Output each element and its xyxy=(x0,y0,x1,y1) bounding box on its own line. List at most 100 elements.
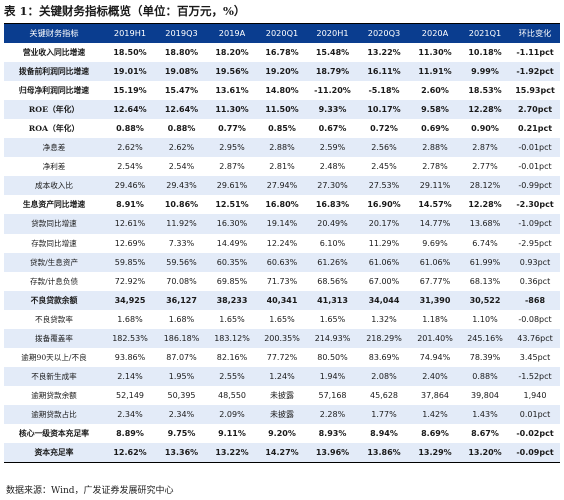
row-label: 存款/计息负债 xyxy=(4,271,104,291)
table-cell: 0.93pct xyxy=(510,252,560,272)
table-cell: 38,233 xyxy=(207,290,257,310)
row-label: 不良贷款余额 xyxy=(4,290,104,310)
table-cell: 12.28% xyxy=(460,195,510,215)
table-cell: 16.80% xyxy=(257,195,307,215)
table-cell: 68.56% xyxy=(307,271,358,291)
table-cell: 13.86% xyxy=(358,443,410,464)
table-cell: 72.92% xyxy=(104,271,156,291)
table-cell: 78.39% xyxy=(460,347,510,367)
table-cell: 14.49% xyxy=(207,233,257,253)
table-cell: 2.60% xyxy=(410,81,460,101)
table-cell: -2.95pct xyxy=(510,233,560,253)
table-cell: 16.78% xyxy=(257,43,307,63)
table-cell: 0.90% xyxy=(460,119,510,139)
table-row: 资本充足率 12.62% 13.36% 13.22% 14.27% 13.96% 13.86… xyxy=(4,443,560,464)
table-cell: 19.56% xyxy=(207,62,257,82)
table-cell: 11.30% xyxy=(207,100,257,120)
table-cell: 0.72% xyxy=(358,119,410,139)
table-cell: 1.42% xyxy=(410,404,460,424)
table-cell: 9.33% xyxy=(307,100,358,120)
table-cell: 1.18% xyxy=(410,309,460,329)
column-header: 环比变化 xyxy=(510,24,560,44)
table-cell: 27.30% xyxy=(307,176,358,196)
table-cell: 245.16% xyxy=(460,328,510,348)
table-cell: 8.89% xyxy=(104,423,156,444)
table-cell: -1.09pct xyxy=(510,214,560,234)
table-cell: 10.17% xyxy=(358,100,410,120)
table-row: 贷款同比增速 12.61% 11.92% 16.30% 19.14% 20.49% 20.1… xyxy=(4,214,560,234)
table-row: 生息资产同比增速 8.91% 10.86% 12.51% 16.80% 16.83% 16.… xyxy=(4,195,560,215)
table-cell: 182.53% xyxy=(104,328,156,348)
table-cell: 67.00% xyxy=(358,271,410,291)
table-cell: 61.99% xyxy=(460,252,510,272)
table-cell: 70.08% xyxy=(156,271,207,291)
table-cell: 11.29% xyxy=(358,233,410,253)
table-cell: 34,925 xyxy=(104,290,156,310)
table-cell: 13.20% xyxy=(460,443,510,464)
row-label: 存款同比增速 xyxy=(4,233,104,253)
table-cell: 2.87% xyxy=(460,138,510,158)
table-cell: 2.81% xyxy=(257,157,307,177)
table-cell: 60.63% xyxy=(257,252,307,272)
column-header: 2019A xyxy=(207,24,257,44)
table-cell: 18.50% xyxy=(104,43,156,63)
table-cell: 1.65% xyxy=(307,309,358,329)
table-cell: 2.48% xyxy=(307,157,358,177)
table-cell: 2.95% xyxy=(207,138,257,158)
table-cell: 200.35% xyxy=(257,328,307,348)
table-cell: 50,395 xyxy=(156,385,207,405)
table-cell: 0.88% xyxy=(156,119,207,139)
table-cell: 1.68% xyxy=(104,309,156,329)
table-cell: 0.67% xyxy=(307,119,358,139)
table-cell: -1.52pct xyxy=(510,366,560,386)
table-cell: -0.99pct xyxy=(510,176,560,196)
table-cell: 0.21pct xyxy=(510,119,560,139)
table-cell: 8.94% xyxy=(358,423,410,444)
table-cell: 16.83% xyxy=(307,195,358,215)
table-cell: -0.01pct xyxy=(510,138,560,158)
table-cell: 8.69% xyxy=(410,423,460,444)
table-cell: -0.02pct xyxy=(510,423,560,444)
table-cell: 59.56% xyxy=(156,252,207,272)
table-cell: 15.48% xyxy=(307,43,358,63)
table-cell: 13.36% xyxy=(156,443,207,464)
table-row: 存款/计息负债 72.92% 70.08% 69.85% 71.73% 68.56% 67.… xyxy=(4,271,560,291)
row-label: 资本充足率 xyxy=(4,443,104,464)
table-cell: 2.87% xyxy=(207,157,257,177)
table-cell: 77.72% xyxy=(257,347,307,367)
table-row: 拨备前利润同比增速 19.01% 19.08% 19.56% 19.20% 18.79% 1… xyxy=(4,62,560,82)
table-cell: 2.34% xyxy=(104,404,156,424)
table-cell: 0.77% xyxy=(207,119,257,139)
table-cell: 18.53% xyxy=(460,81,510,101)
table-cell: 201.40% xyxy=(410,328,460,348)
table-cell: -1.11pct xyxy=(510,43,560,63)
table-cell: 83.69% xyxy=(358,347,410,367)
table-cell: 214.93% xyxy=(307,328,358,348)
table-cell: 8.91% xyxy=(104,195,156,215)
table-cell: 1,940 xyxy=(510,385,560,405)
column-header: 2020Q1 xyxy=(257,24,307,44)
table-cell: 34,044 xyxy=(358,290,410,310)
table-cell: -11.20% xyxy=(307,81,358,101)
table-cell: 28.12% xyxy=(460,176,510,196)
table-row: 核心一级资本充足率 8.89% 9.75% 9.11% 9.20% 8.93% 8.94% 8… xyxy=(4,423,560,444)
table-row: 逾期90天以上/不良 93.86% 87.07% 82.16% 77.72% 80.50%… xyxy=(4,347,560,367)
table-cell: 20.49% xyxy=(307,214,358,234)
table-cell: -0.08pct xyxy=(510,309,560,329)
row-label: 净息差 xyxy=(4,138,104,158)
row-label: ROE（年化） xyxy=(4,100,104,120)
table-cell: 1.43% xyxy=(460,404,510,424)
table-cell: 1.10% xyxy=(460,309,510,329)
table-cell: 14.27% xyxy=(257,443,307,464)
table-cell: 12.62% xyxy=(104,443,156,464)
table-cell: 82.16% xyxy=(207,347,257,367)
table-cell: 1.94% xyxy=(307,366,358,386)
table-cell: -5.18% xyxy=(358,81,410,101)
table-cell: 8.67% xyxy=(460,423,510,444)
table-cell: 13.96% xyxy=(307,443,358,464)
table-cell: 12.69% xyxy=(104,233,156,253)
table-cell: 14.57% xyxy=(410,195,460,215)
table-cell: 12.64% xyxy=(156,100,207,120)
table-cell: 2.59% xyxy=(307,138,358,158)
table-row: 不良贷款率 1.68% 1.68% 1.65% 1.65% 1.65% 1.32% 1.18%… xyxy=(4,309,560,329)
